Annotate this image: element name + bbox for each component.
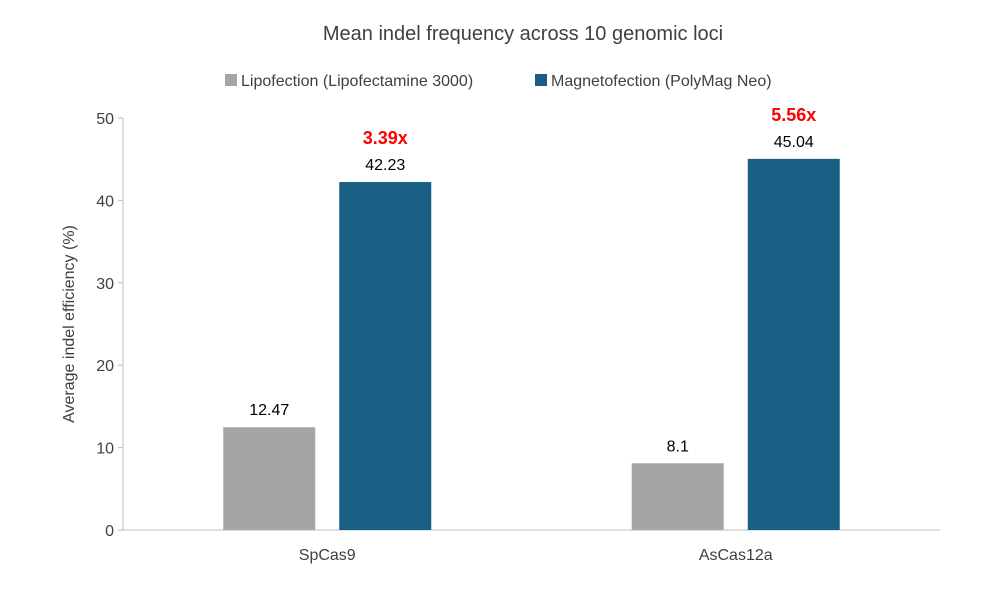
bar-spcas9-series-0 — [223, 427, 316, 530]
y-tick-label: 40 — [96, 193, 114, 210]
x-tick-label-ascas12a: AsCas12a — [699, 547, 773, 564]
legend-swatch-lipofection — [225, 74, 237, 86]
data-labels-group: 12.47 42.23 3.39x 8.1 45.04 5.56x — [249, 105, 816, 455]
legend: Lipofection (Lipofectamine 3000) Magneto… — [225, 73, 772, 90]
chart-title: Mean indel frequency across 10 genomic l… — [323, 23, 723, 45]
fold-change-annotation-ascas12a: 5.56x — [771, 105, 816, 125]
x-tick-label-spcas9: SpCas9 — [299, 547, 356, 564]
y-axis-label: Average indel efficiency (%) — [61, 225, 78, 423]
y-tick-label: 0 — [105, 523, 114, 540]
bar-ascas12a-series-1 — [747, 158, 840, 530]
bar-ascas12a-series-0 — [631, 463, 724, 530]
legend-swatch-magnetofection — [535, 74, 547, 86]
bar-spcas9-series-1 — [339, 182, 432, 531]
y-tick-label: 50 — [96, 111, 114, 128]
data-label-spcas9-series-0: 12.47 — [249, 402, 289, 419]
fold-change-annotation-spcas9: 3.39x — [363, 128, 408, 148]
data-label-ascas12a-series-0: 8.1 — [667, 438, 689, 455]
legend-label-lipofection: Lipofection (Lipofectamine 3000) — [241, 73, 473, 90]
y-tick-label: 30 — [96, 276, 114, 293]
data-label-ascas12a-series-1: 45.04 — [774, 134, 814, 151]
legend-label-magnetofection: Magnetofection (PolyMag Neo) — [551, 73, 772, 90]
bars-group — [223, 158, 840, 531]
data-label-spcas9-series-1: 42.23 — [365, 157, 405, 174]
y-tick-label: 10 — [96, 441, 114, 458]
y-tick-label: 20 — [96, 358, 114, 375]
